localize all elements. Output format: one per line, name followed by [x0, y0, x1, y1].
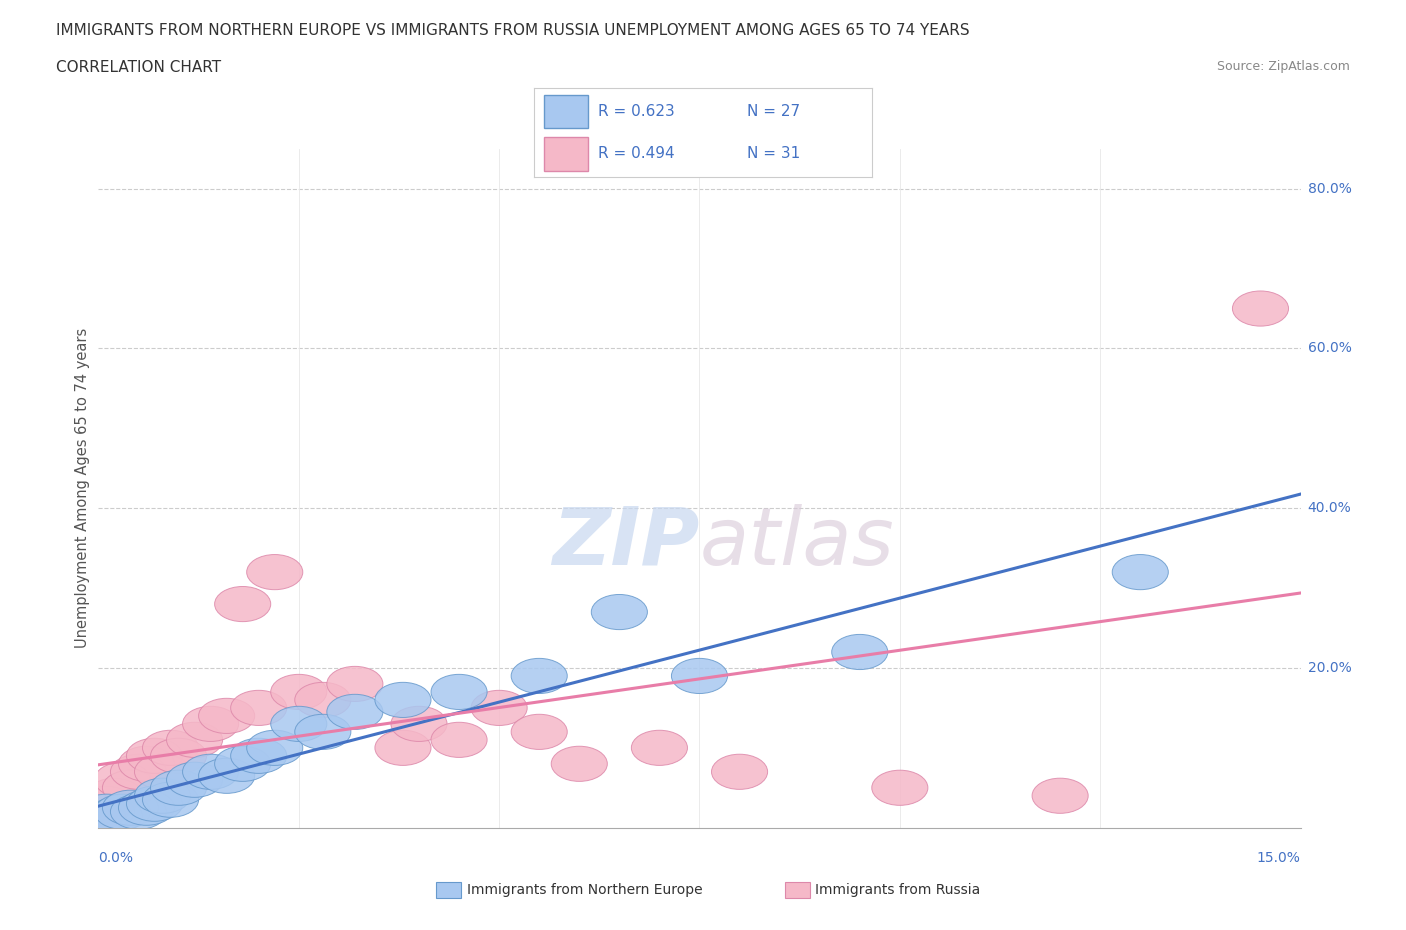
Ellipse shape [375, 730, 432, 765]
Text: 40.0%: 40.0% [1308, 501, 1351, 515]
Ellipse shape [111, 794, 166, 830]
Ellipse shape [166, 723, 222, 757]
Ellipse shape [70, 794, 127, 830]
Ellipse shape [246, 730, 302, 765]
Ellipse shape [592, 594, 647, 630]
Text: N = 27: N = 27 [747, 104, 800, 119]
Ellipse shape [127, 786, 183, 821]
Text: IMMIGRANTS FROM NORTHERN EUROPE VS IMMIGRANTS FROM RUSSIA UNEMPLOYMENT AMONG AGE: IMMIGRANTS FROM NORTHERN EUROPE VS IMMIG… [56, 23, 970, 38]
Ellipse shape [512, 714, 567, 750]
Ellipse shape [1112, 554, 1168, 590]
Ellipse shape [375, 683, 432, 717]
Ellipse shape [271, 706, 326, 741]
Ellipse shape [86, 798, 142, 833]
Ellipse shape [295, 714, 352, 750]
Ellipse shape [551, 746, 607, 781]
Ellipse shape [246, 554, 302, 590]
FancyBboxPatch shape [544, 95, 588, 128]
Text: Source: ZipAtlas.com: Source: ZipAtlas.com [1216, 60, 1350, 73]
Ellipse shape [215, 587, 271, 621]
Y-axis label: Unemployment Among Ages 65 to 74 years: Unemployment Among Ages 65 to 74 years [75, 328, 90, 648]
Ellipse shape [872, 770, 928, 805]
Ellipse shape [118, 790, 174, 825]
Ellipse shape [672, 658, 727, 694]
Text: N = 31: N = 31 [747, 146, 800, 161]
Ellipse shape [231, 690, 287, 725]
Ellipse shape [166, 763, 222, 797]
Ellipse shape [711, 754, 768, 790]
FancyBboxPatch shape [544, 137, 588, 170]
Text: 60.0%: 60.0% [1308, 341, 1351, 355]
Text: R = 0.623: R = 0.623 [599, 104, 675, 119]
Ellipse shape [432, 723, 486, 757]
Ellipse shape [326, 667, 382, 701]
Ellipse shape [118, 746, 174, 781]
Ellipse shape [103, 790, 159, 825]
Ellipse shape [631, 730, 688, 765]
Ellipse shape [135, 778, 191, 814]
Text: 20.0%: 20.0% [1308, 661, 1351, 675]
Ellipse shape [150, 770, 207, 805]
Ellipse shape [1233, 291, 1288, 326]
Text: 15.0%: 15.0% [1257, 851, 1301, 865]
Ellipse shape [127, 738, 183, 774]
Ellipse shape [70, 803, 127, 837]
Text: CORRELATION CHART: CORRELATION CHART [56, 60, 221, 75]
Ellipse shape [198, 758, 254, 793]
Ellipse shape [198, 698, 254, 734]
Ellipse shape [295, 683, 352, 717]
Text: 80.0%: 80.0% [1308, 181, 1351, 195]
Ellipse shape [471, 690, 527, 725]
Text: Immigrants from Northern Europe: Immigrants from Northern Europe [467, 883, 703, 897]
Ellipse shape [94, 794, 150, 830]
Text: 0.0%: 0.0% [98, 851, 134, 865]
Ellipse shape [326, 695, 382, 729]
Ellipse shape [94, 763, 150, 797]
Ellipse shape [512, 658, 567, 694]
Ellipse shape [215, 746, 271, 781]
Text: R = 0.494: R = 0.494 [599, 146, 675, 161]
Ellipse shape [150, 738, 207, 774]
Ellipse shape [183, 706, 239, 741]
Text: ZIP: ZIP [553, 503, 699, 581]
Ellipse shape [1032, 778, 1088, 814]
Ellipse shape [142, 730, 198, 765]
Ellipse shape [111, 754, 166, 790]
Ellipse shape [86, 778, 142, 814]
Text: Immigrants from Russia: Immigrants from Russia [815, 883, 981, 897]
Ellipse shape [79, 786, 135, 821]
Ellipse shape [391, 706, 447, 741]
Ellipse shape [183, 754, 239, 790]
Ellipse shape [79, 794, 135, 830]
Ellipse shape [271, 674, 326, 710]
Ellipse shape [432, 674, 486, 710]
Ellipse shape [135, 754, 191, 790]
Ellipse shape [103, 770, 159, 805]
Ellipse shape [142, 782, 198, 817]
Ellipse shape [231, 738, 287, 774]
Text: atlas: atlas [699, 503, 894, 581]
Ellipse shape [832, 634, 887, 670]
